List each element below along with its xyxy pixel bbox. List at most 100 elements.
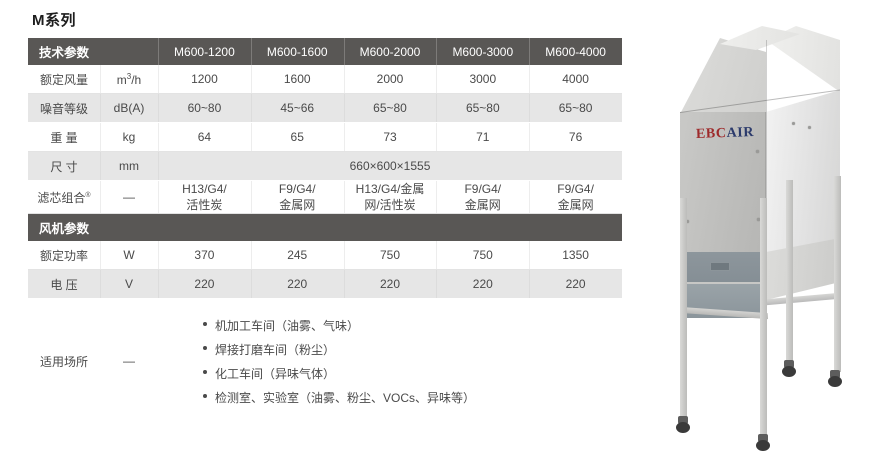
row-unit-usage: — (123, 354, 135, 368)
caster-wheel (756, 434, 770, 451)
filter-line-b: 金属网 (279, 198, 316, 212)
row-unit-power: W (100, 241, 159, 270)
table-row-dimensions: 尺 寸 mm 660×600×1555 (28, 151, 622, 181)
cell-filter-2: F9/G4/ 金属网 (250, 180, 344, 214)
bullet-icon (203, 346, 207, 350)
fan-params-label: 风机参数 (28, 213, 622, 241)
row-unit-voltage: V (100, 269, 159, 299)
model-header-1: M600-1200 (158, 38, 251, 65)
frame-leg-back-left (786, 180, 793, 376)
bullet-icon (203, 370, 207, 374)
cell-dimensions-merged: 660×600×1555 (158, 151, 622, 181)
cell-filter-4: F9/G4/ 金属网 (436, 180, 530, 214)
cell-weight-2: 65 (250, 122, 344, 152)
table-header-tech: 技术参数 M600-1200 M600-1600 M600-2000 M600-… (28, 38, 622, 65)
row-label-voltage: 电 压 (28, 269, 100, 299)
cell-voltage-1: 220 (158, 269, 251, 299)
filter-line-a: H13/G4/金属 (355, 182, 425, 196)
cell-power-5: 1350 (529, 241, 622, 270)
row-unit-filter: — (100, 180, 159, 214)
cell-power-1: 370 (158, 241, 251, 270)
filter-line-b: 网/活性炭 (364, 198, 416, 212)
cell-voltage-4: 220 (436, 269, 530, 299)
cell-weight-3: 73 (343, 122, 437, 152)
table-row-voltage: 电 压 V 220 220 220 220 220 (28, 269, 622, 299)
cell-weight-5: 76 (529, 122, 622, 152)
screw-icon (686, 220, 689, 223)
list-item: 焊接打磨车间（粉尘） (203, 338, 622, 362)
list-item-text: 焊接打磨车间（粉尘） (215, 342, 336, 357)
model-header-2: M600-1600 (250, 38, 344, 65)
table-row-noise: 噪音等级 dB(A) 60~80 45~66 65~80 65~80 65~80 (28, 93, 622, 123)
table-header-fan: 风机参数 (28, 213, 622, 241)
brand-logo: EBCAIR (696, 125, 755, 143)
cabinet-seam-vertical (766, 40, 767, 312)
row-label-usage: 适用场所 (39, 354, 88, 369)
brand-logo-ebc: EBC (695, 125, 727, 143)
row-label-noise: 噪音等级 (28, 93, 100, 123)
caster-fork (758, 434, 768, 442)
caster-wheel-body (676, 422, 690, 433)
cell-airflow-4: 3000 (436, 65, 530, 94)
caster-fork (678, 416, 688, 424)
screw-icon (756, 150, 759, 153)
cell-filter-3: H13/G4/金属 网/活性炭 (343, 180, 437, 214)
filter-line-a: H13/G4/ (182, 182, 227, 196)
list-item-text: 化工车间（异味气体） (215, 366, 336, 381)
list-item: 机加工车间（油雾、气味） (203, 314, 622, 338)
row-label-airflow: 额定风量 (28, 65, 100, 94)
cell-airflow-5: 4000 (529, 65, 622, 94)
air-purifier-illustration: EBCAIR (636, 0, 896, 470)
cell-power-3: 750 (343, 241, 437, 270)
caster-wheel (828, 370, 842, 387)
filter-line-a: F9/G4/ (278, 182, 316, 196)
screw-icon (757, 218, 760, 221)
unit-exponent: 3 (126, 71, 132, 81)
cell-power-4: 750 (436, 241, 530, 270)
registered-mark: ® (85, 192, 91, 199)
filter-line-b: 活性炭 (186, 198, 223, 212)
row-unit-dimensions: mm (100, 151, 159, 181)
caster-wheel-body (756, 440, 770, 451)
table-row-power: 额定功率 W 370 245 750 750 1350 (28, 241, 622, 270)
specifications-panel: M系列 技术参数 M600-1200 M600-1600 M600-2000 M… (28, 0, 622, 422)
application-scenarios-row: 适用场所 — 机加工车间（油雾、气味） 焊接打磨车间（粉尘） 化工车间（异味气体… (28, 299, 622, 422)
cell-airflow-2: 1600 (250, 65, 344, 94)
product-image: EBCAIR (636, 0, 896, 470)
cell-filter-5: F9/G4/ 金属网 (529, 180, 622, 214)
cell-voltage-2: 220 (250, 269, 344, 299)
screw-icon (792, 122, 795, 125)
cell-noise-5: 65~80 (529, 93, 622, 123)
cell-airflow-1: 1200 (158, 65, 251, 94)
page-title: M系列 (32, 12, 76, 29)
cell-filter-1: H13/G4/ 活性炭 (158, 180, 251, 214)
screw-icon (808, 126, 811, 129)
unit-base: m (116, 72, 127, 87)
cell-weight-1: 64 (158, 122, 251, 152)
filter-label-text: 滤芯组合 (37, 191, 86, 205)
cell-noise-3: 65~80 (343, 93, 437, 123)
model-header-4: M600-3000 (436, 38, 530, 65)
row-label-filter: 滤芯组合® (28, 180, 100, 214)
row-unit-weight: kg (100, 122, 159, 152)
row-unit-airflow: m3/h (100, 65, 159, 94)
table-row-filter: 滤芯组合® — H13/G4/ 活性炭 F9/G4/ 金属网 H13/G4/金属… (28, 180, 622, 214)
caster-wheel-body (828, 376, 842, 387)
row-label-weight: 重 量 (28, 122, 100, 152)
filter-line-b: 金属网 (557, 198, 594, 212)
model-header-5: M600-4000 (529, 38, 622, 65)
filter-line-b: 金属网 (464, 198, 501, 212)
tech-params-label: 技术参数 (28, 38, 159, 65)
cell-weight-4: 71 (436, 122, 530, 152)
list-item: 检测室、实验室（油雾、粉尘、VOCs、异味等） (203, 386, 622, 410)
cell-noise-1: 60~80 (158, 93, 251, 123)
cell-airflow-3: 2000 (343, 65, 437, 94)
caster-fork (830, 370, 840, 378)
caster-fork (784, 360, 794, 368)
list-item-text: 机加工车间（油雾、气味） (215, 318, 360, 333)
filter-line-a: F9/G4/ (464, 182, 502, 196)
list-item-text: 检测室、实验室（油雾、粉尘、VOCs、异味等） (215, 390, 476, 405)
list-item: 化工车间（异味气体） (203, 362, 622, 386)
bullet-icon (203, 394, 207, 398)
